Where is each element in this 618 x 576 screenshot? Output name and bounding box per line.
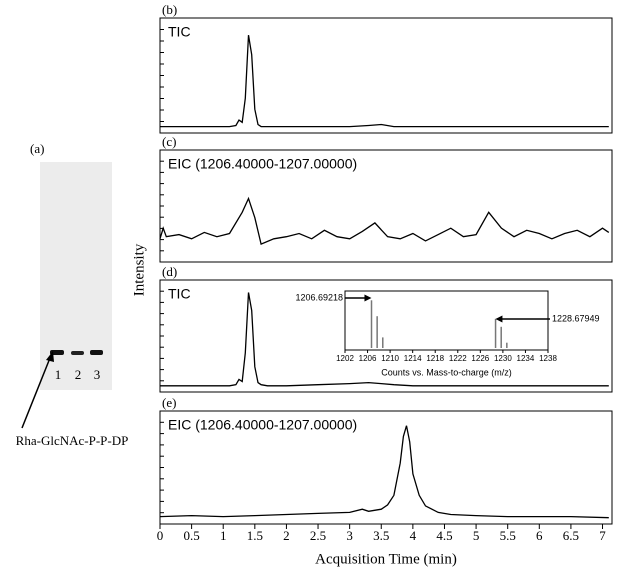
- x-tick-label: 0.5: [183, 528, 199, 543]
- x-axis-label: Acquisition Time (min): [315, 551, 457, 567]
- x-tick-label: 1202: [336, 354, 354, 363]
- x-tick-label: 4: [410, 528, 417, 543]
- x-tick-label: 1238: [539, 354, 557, 363]
- arrow-head: [46, 351, 54, 362]
- peak-annotation: 1228.67949: [552, 313, 600, 323]
- panel-label: (d): [162, 264, 177, 279]
- x-tick-label: 1222: [449, 354, 467, 363]
- x-tick-label: 1234: [517, 354, 535, 363]
- x-tick-label: 3.5: [373, 528, 389, 543]
- trace: [160, 292, 609, 387]
- x-tick-label: 1: [220, 528, 227, 543]
- panel-label: (b): [162, 2, 177, 17]
- x-tick-label: 3: [346, 528, 353, 543]
- x-tick-label: 1210: [381, 354, 399, 363]
- y-axis-label: Intensity: [131, 243, 147, 296]
- gel-band: [50, 350, 64, 355]
- peak-annotation: 1206.69218: [295, 292, 343, 302]
- arrow-head: [364, 294, 372, 302]
- x-tick-label: 1214: [404, 354, 422, 363]
- x-tick-label: 1.5: [247, 528, 263, 543]
- gel-annotation: Rha-GlcNAc-P-P-DP: [16, 433, 129, 448]
- panel-label: (a): [30, 141, 44, 156]
- x-tick-label: 2: [283, 528, 290, 543]
- trace-label: EIC (1206.40000-1207.00000): [168, 417, 357, 433]
- trace: [160, 34, 609, 128]
- x-tick-label: 5: [473, 528, 480, 543]
- x-tick-label: 1206: [359, 354, 377, 363]
- trace-label: TIC: [168, 286, 191, 302]
- annotation-arrow: [21, 357, 51, 429]
- gel-band: [71, 351, 84, 355]
- x-tick-label: 4.5: [436, 528, 452, 543]
- inset-frame: [344, 290, 549, 351]
- panel-label: (e): [162, 395, 176, 410]
- x-tick-label: 6: [536, 528, 543, 543]
- lane-label: 3: [94, 367, 101, 382]
- panel-label: (c): [162, 134, 176, 149]
- trace-label: EIC (1206.40000-1207.00000): [168, 156, 357, 172]
- x-tick-label: 2.5: [310, 528, 326, 543]
- x-tick-label: 5.5: [500, 528, 516, 543]
- x-tick-label: 6.5: [563, 528, 579, 543]
- x-tick-label: 1226: [471, 354, 489, 363]
- lane-label: 2: [75, 367, 82, 382]
- x-tick-label: 1218: [426, 354, 444, 363]
- lane-label: 1: [55, 367, 62, 382]
- trace: [159, 196, 610, 245]
- arrow-head: [495, 315, 503, 323]
- inset-x-label: Counts vs. Mass-to-charge (m/z): [381, 367, 512, 377]
- trace: [159, 425, 609, 519]
- x-tick-label: 0: [157, 528, 164, 543]
- x-tick-label: 1230: [494, 354, 512, 363]
- trace-label: TIC: [168, 24, 191, 40]
- gel-band: [90, 350, 103, 355]
- x-tick-label: 7: [599, 528, 606, 543]
- panel-frame: [159, 17, 613, 134]
